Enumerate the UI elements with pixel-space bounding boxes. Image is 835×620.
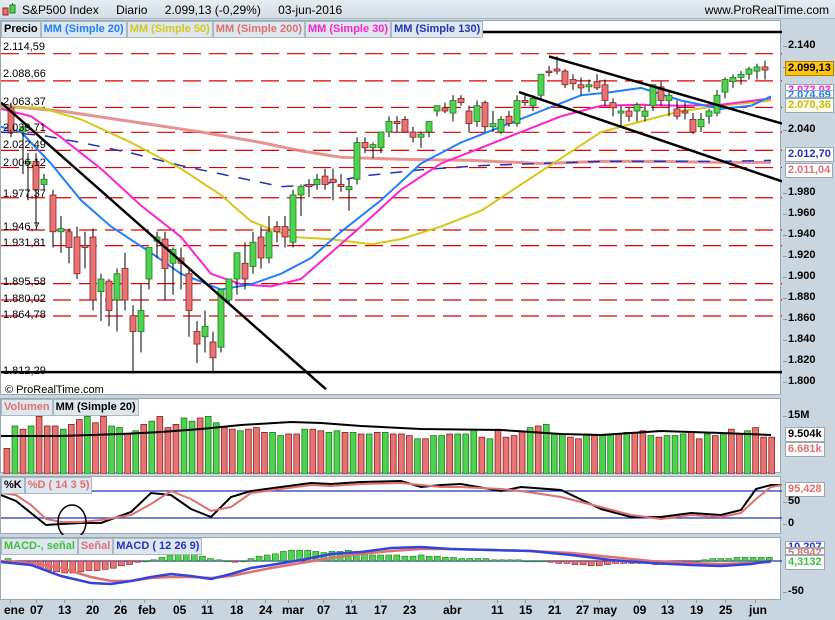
x-tick-label: 11	[201, 603, 214, 617]
x-tick-label: 13	[661, 603, 675, 617]
x-tick-label: 19	[690, 603, 704, 617]
price-chart	[1, 30, 782, 391]
stoch-d-tag: 95,428	[785, 482, 825, 497]
x-tick-label: 17	[374, 603, 388, 617]
x-tick-label: may	[593, 603, 618, 617]
period-label: Diario	[116, 3, 148, 17]
level-label: 1.977,37	[3, 188, 46, 200]
legend-volume[interactable]: Volumen	[1, 399, 53, 416]
x-tick-label: 07	[317, 603, 331, 617]
volume-chart	[1, 415, 775, 474]
macd-pane[interactable]: MACD-, señal Señal MACD ( 12 26 9)	[0, 537, 782, 600]
price-pane[interactable]: Precio MM (Simple 20) MM (Simple 50) MM …	[0, 20, 782, 396]
x-tick-label: 23	[403, 603, 417, 617]
x-tick-label: 11	[345, 603, 358, 617]
legend-ma30[interactable]: MM (Simple 30)	[304, 21, 392, 38]
price-y-axis: 2.140 2.120 2.080 2.040 1.980 1.960 1.94…	[783, 20, 835, 395]
legend-ma20[interactable]: MM (Simple 20)	[40, 21, 127, 38]
chart-date: 03-jun-2016	[278, 3, 343, 17]
x-tick-label: 26	[114, 603, 128, 617]
macd-y-axis: 10,207 5,8942 4,3132 -50	[783, 537, 835, 600]
level-label: 1.931,81	[3, 237, 46, 249]
macd-legend: MACD-, señal Señal MACD ( 12 26 9)	[1, 538, 203, 555]
legend-volume-ma[interactable]: MM (Simple 20)	[52, 399, 139, 416]
x-tick-label: 21	[548, 603, 562, 617]
candlestick-logo-icon	[2, 3, 16, 16]
x-tick-label: ene	[4, 603, 25, 617]
level-label: 1.812,29	[3, 365, 46, 377]
volume-legend: Volumen MM (Simple 20)	[1, 399, 139, 416]
volume-tag: 6.681k	[785, 442, 825, 457]
x-tick-label: feb	[138, 603, 156, 617]
x-tick-label: 24	[259, 603, 273, 617]
legend-signal[interactable]: Señal	[77, 538, 114, 555]
legend-ma130[interactable]: MM (Simple 130)	[391, 21, 484, 38]
x-tick-label: 20	[86, 603, 100, 617]
x-tick-label: 15	[519, 603, 533, 617]
macd-tag: 10,207	[785, 541, 825, 548]
instrument-name: S&P500 Index	[22, 3, 99, 17]
x-tick-label: abr	[443, 603, 462, 617]
level-label: 1.895,58	[3, 276, 46, 288]
copyright: © ProRealTime.com	[5, 384, 104, 396]
x-tick-label: 18	[230, 603, 244, 617]
site-link[interactable]: www.ProRealTime.com	[704, 3, 829, 17]
x-tick-label: 25	[719, 603, 733, 617]
legend-macd-hist[interactable]: MACD-, señal	[1, 538, 78, 555]
hist-tag: 4,3132	[785, 555, 825, 570]
level-label: 2.063,37	[3, 96, 46, 108]
chart-title: S&P500 Index Diario 2.099,13 (-0,29%) 03…	[22, 3, 356, 17]
volume-ma-tag: 9.504k	[785, 427, 825, 442]
level-label: 1.864,78	[3, 309, 46, 321]
legend-ma200[interactable]: MM (Simple 200)	[212, 21, 305, 38]
title-bar: S&P500 Index Diario 2.099,13 (-0,29%) 03…	[0, 0, 835, 19]
x-tick-label: 11	[491, 603, 504, 617]
ma200-tag: 2.011,04	[785, 163, 834, 178]
legend-d[interactable]: %D ( 14 3 5)	[24, 477, 93, 494]
level-label: 2.022,49	[3, 139, 46, 151]
x-axis: ene 07 13 20 26 feb 05 11 18 24 mar 07 11 17 23 abr 11 15…	[0, 600, 781, 620]
stochastic-pane[interactable]: %K %D ( 14 3 5)	[0, 476, 782, 535]
x-tick-label: 07	[30, 603, 44, 617]
level-label: 1.946,7	[3, 221, 40, 233]
price-legend: Precio MM (Simple 20) MM (Simple 50) MM …	[1, 21, 484, 38]
legend-k[interactable]: %K	[1, 477, 25, 494]
ma130-tag: 2.012,70	[785, 147, 834, 162]
x-tick-label: 27	[576, 603, 590, 617]
level-label: 1.880,02	[3, 293, 46, 305]
x-tick-label: 13	[58, 603, 72, 617]
ma50-tag: 2.070,36	[785, 98, 834, 113]
stochastic-y-axis: 95,428 50 0	[782, 476, 835, 534]
stochastic-chart	[1, 479, 782, 535]
last-price: 2.099,13 (-0,29%)	[164, 3, 261, 17]
level-label: 2.039,71	[3, 122, 46, 134]
level-label: 2.006,12	[3, 157, 46, 169]
price-tag: 2.099,13	[785, 61, 834, 76]
level-label: 2.088,66	[3, 68, 46, 80]
legend-macd[interactable]: MACD ( 12 26 9)	[113, 538, 203, 555]
x-tick-label: 05	[173, 603, 187, 617]
volume-y-axis: 15M 9.504k 6.681k	[782, 398, 835, 473]
x-tick-label: jun	[749, 603, 767, 617]
macd-chart	[1, 545, 782, 586]
legend-ma50[interactable]: MM (Simple 50)	[126, 21, 213, 38]
x-tick-label: mar	[282, 603, 305, 617]
legend-price[interactable]: Precio	[1, 21, 41, 38]
level-label: 2.114,59	[3, 41, 46, 53]
ma20-tag: 2.074,69	[785, 90, 834, 98]
volume-pane[interactable]: Volumen MM (Simple 20)	[0, 398, 781, 474]
stochastic-legend: %K %D ( 14 3 5)	[1, 477, 93, 494]
x-tick-label: 09	[633, 603, 647, 617]
signal-tag: 5,8942	[785, 548, 825, 555]
